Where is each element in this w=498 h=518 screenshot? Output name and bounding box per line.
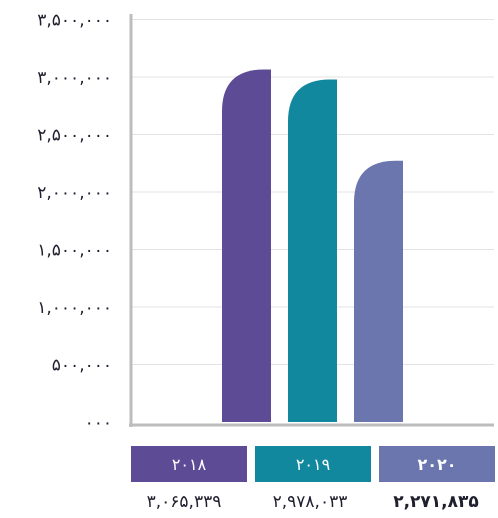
y-tick-label: ۳,۵۰۰,۰۰۰ — [37, 11, 112, 31]
y-tick-label: ۳,۰۰۰,۰۰۰ — [37, 68, 112, 88]
y-tick-label: ۲,۰۰۰,۰۰۰ — [37, 183, 112, 203]
y-tick-label: ۲,۵۰۰,۰۰۰ — [37, 126, 112, 146]
year-box-3 — [379, 446, 495, 482]
year-box-1 — [131, 446, 247, 482]
y-tick-label: ۰۰۰ — [85, 413, 112, 433]
bar-3 — [354, 160, 403, 423]
bars — [222, 69, 403, 423]
value-label: ۳,۰۶۵,۳۳۹ — [147, 492, 222, 512]
y-tick-label: ۵۰۰,۰۰۰ — [52, 356, 112, 376]
bar-1 — [222, 69, 271, 422]
value-labels: ۳,۰۶۵,۳۳۹ ۲,۹۷۸,۰۳۳ ۲,۲۷۱,۸۳۵ — [147, 492, 479, 512]
year-label: ۲۰۲۰ — [417, 455, 456, 474]
value-label: ۲,۹۷۸,۰۳۳ — [273, 492, 348, 512]
value-label: ۲,۲۷۱,۸۳۵ — [393, 492, 479, 512]
year-box-2 — [255, 446, 371, 482]
bar-2 — [288, 79, 337, 422]
y-tick-labels: ۰۰۰ ۵۰۰,۰۰۰ ۱,۰۰۰,۰۰۰ ۱,۵۰۰,۰۰۰ ۲,۰۰۰,۰۰۰ ۲,۵… — [37, 11, 112, 434]
y-tick-label: ۱,۵۰۰,۰۰۰ — [37, 241, 112, 261]
year-label: ۲۰۱۸ — [172, 455, 207, 474]
y-tick-label: ۱,۰۰۰,۰۰۰ — [37, 298, 112, 318]
year-label: ۲۰۱۹ — [296, 455, 330, 474]
year-legend: ۲۰۱۸ ۲۰۱۹ ۲۰۲۰ — [131, 446, 495, 482]
